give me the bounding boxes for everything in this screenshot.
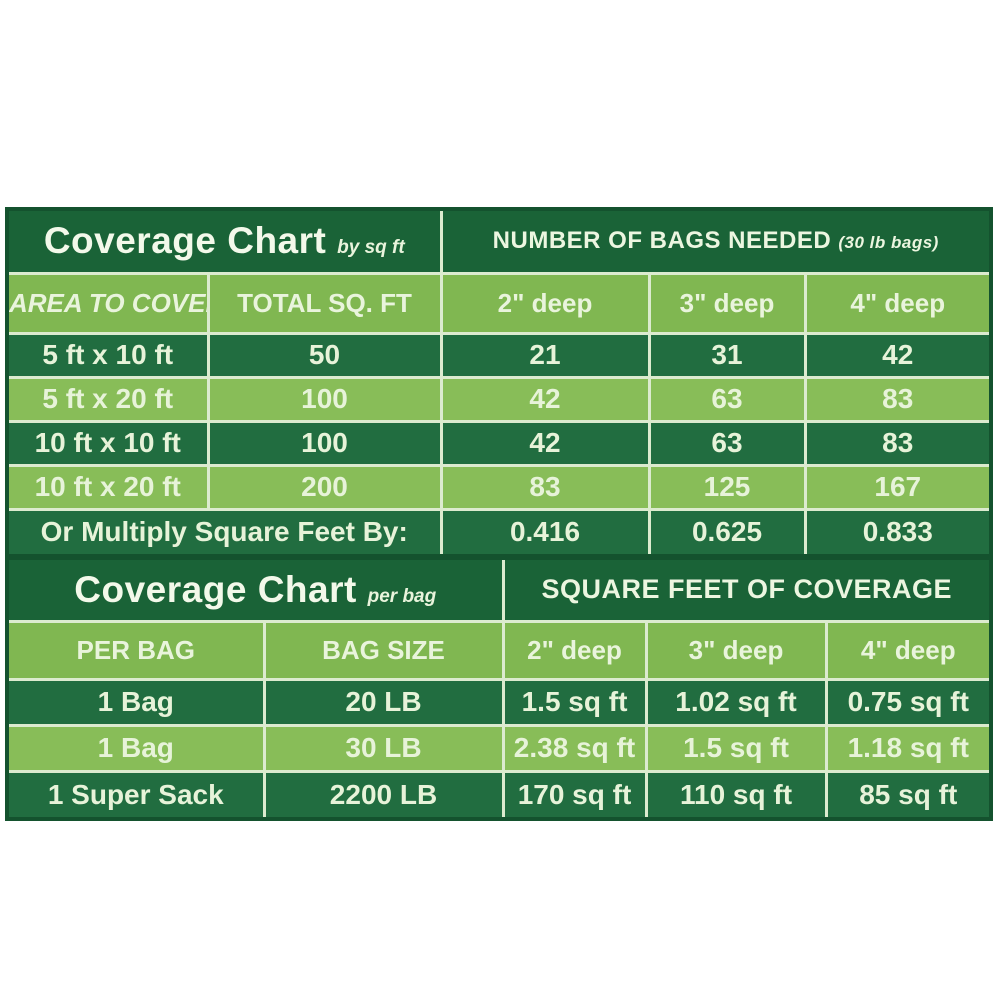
table-row: 10 ft x 10 ft 100 42 63 83 [9, 419, 990, 467]
table2-title-text: Coverage Chart [74, 568, 357, 610]
table1-colheader-area: AREA TO COVER [9, 271, 210, 335]
table2-banner-text: SQUARE FEET OF COVERAGE [541, 574, 953, 605]
table-row: 10 ft x 20 ft 200 83 125 167 [9, 463, 990, 511]
table2-colheader-4deep: 4" deep [824, 619, 990, 681]
table2-colheader-3deep: 3" deep [644, 619, 828, 681]
cell-2deep: 42 [439, 419, 651, 467]
multiply-factor-4deep: 0.833 [803, 507, 990, 554]
table-row: 1 Bag 30 LB 2.38 sq ft 1.5 sq ft 1.18 sq… [9, 723, 990, 773]
cell-3deep: 110 sq ft [644, 769, 828, 817]
table2-title-suffix: per bag [367, 585, 437, 607]
table2-colheader-bagsize: BAG SIZE [262, 619, 505, 681]
table1-colheader-3deep: 3" deep [647, 271, 807, 335]
table1-banner-suffix: (30 lb bags) [838, 233, 939, 253]
table-row: 5 ft x 20 ft 100 42 63 83 [9, 375, 990, 423]
table-row: 1 Super Sack 2200 LB 170 sq ft 110 sq ft… [9, 769, 990, 817]
cell-2deep: 170 sq ft [501, 769, 648, 817]
cell-2deep: 2.38 sq ft [501, 723, 648, 773]
cell-bagsize: 30 LB [262, 723, 505, 773]
multiply-label: Or Multiply Square Feet By: [9, 507, 443, 554]
coverage-per-bag-grid: Coverage Chart per bag SQUARE FEET OF CO… [9, 560, 990, 817]
table1-banner: NUMBER OF BAGS NEEDED (30 lb bags) [439, 211, 990, 275]
cell-area: 5 ft x 20 ft [9, 375, 210, 423]
table1-colheader-2deep: 2" deep [439, 271, 651, 335]
cell-4deep: 1.18 sq ft [824, 723, 990, 773]
coverage-per-bag-table: Coverage Chart per bag SQUARE FEET OF CO… [5, 556, 993, 821]
cell-sqft: 200 [206, 463, 443, 511]
table1-colheader-totalsqft: TOTAL SQ. FT [206, 271, 443, 335]
cell-2deep: 83 [439, 463, 651, 511]
cell-area: 10 ft x 20 ft [9, 463, 210, 511]
cell-2deep: 42 [439, 375, 651, 423]
cell-3deep: 1.02 sq ft [644, 677, 828, 727]
cell-bagsize: 2200 LB [262, 769, 505, 817]
table1-banner-text: NUMBER OF BAGS NEEDED [492, 227, 832, 255]
cell-4deep: 83 [803, 375, 990, 423]
cell-3deep: 63 [647, 375, 807, 423]
table-row: 1 Bag 20 LB 1.5 sq ft 1.02 sq ft 0.75 sq… [9, 677, 990, 727]
cell-4deep: 83 [803, 419, 990, 467]
table2-colheader-2deep: 2" deep [501, 619, 648, 681]
table1-title-text: Coverage Chart [43, 220, 327, 262]
coverage-by-sqft-table: Coverage Chart by sq ft NUMBER OF BAGS N… [5, 207, 993, 558]
coverage-by-sqft-grid: Coverage Chart by sq ft NUMBER OF BAGS N… [9, 211, 990, 554]
cell-bagsize: 20 LB [262, 677, 505, 727]
cell-perbag: 1 Super Sack [9, 769, 266, 817]
cell-4deep: 0.75 sq ft [824, 677, 990, 727]
cell-2deep: 1.5 sq ft [501, 677, 648, 727]
cell-2deep: 21 [439, 331, 651, 379]
cell-4deep: 85 sq ft [824, 769, 990, 817]
table2-banner: SQUARE FEET OF COVERAGE [501, 560, 990, 623]
table1-header-row: AREA TO COVER TOTAL SQ. FT 2" deep 3" de… [9, 271, 990, 335]
table1-footer-row: Or Multiply Square Feet By: 0.416 0.625 … [9, 507, 990, 554]
table2-header-row: PER BAG BAG SIZE 2" deep 3" deep 4" deep [9, 619, 990, 681]
cell-area: 5 ft x 10 ft [9, 331, 210, 379]
cell-4deep: 167 [803, 463, 990, 511]
multiply-factor-3deep: 0.625 [647, 507, 807, 554]
cell-sqft: 50 [206, 331, 443, 379]
cell-perbag: 1 Bag [9, 723, 266, 773]
table-row: 5 ft x 10 ft 50 21 31 42 [9, 331, 990, 379]
table1-title: Coverage Chart by sq ft [9, 211, 443, 275]
table2-title-row: Coverage Chart per bag SQUARE FEET OF CO… [9, 560, 990, 623]
cell-perbag: 1 Bag [9, 677, 266, 727]
table2-colheader-perbag: PER BAG [9, 619, 266, 681]
table1-title-suffix: by sq ft [337, 237, 405, 259]
cell-sqft: 100 [206, 419, 443, 467]
cell-3deep: 1.5 sq ft [644, 723, 828, 773]
cell-area: 10 ft x 10 ft [9, 419, 210, 467]
cell-3deep: 125 [647, 463, 807, 511]
cell-sqft: 100 [206, 375, 443, 423]
table1-title-row: Coverage Chart by sq ft NUMBER OF BAGS N… [9, 211, 990, 275]
cell-3deep: 63 [647, 419, 807, 467]
table1-colheader-4deep: 4" deep [803, 271, 990, 335]
cell-3deep: 31 [647, 331, 807, 379]
cell-4deep: 42 [803, 331, 990, 379]
table2-title: Coverage Chart per bag [9, 560, 505, 623]
multiply-factor-2deep: 0.416 [439, 507, 651, 554]
